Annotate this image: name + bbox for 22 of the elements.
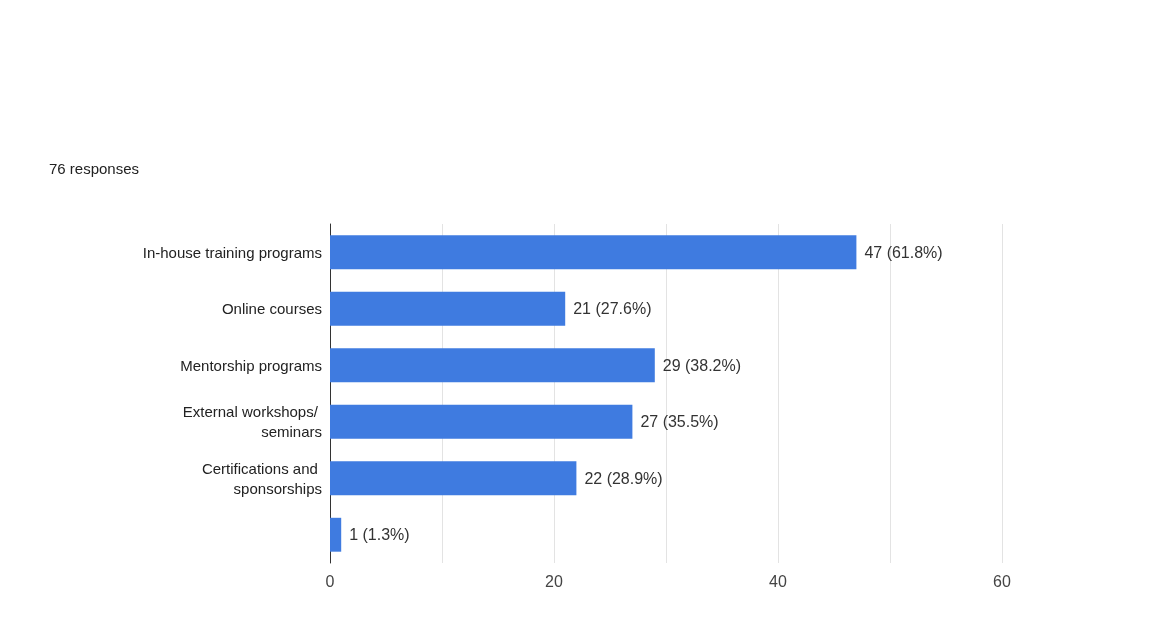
- data-label: 21 (27.6%): [573, 300, 652, 318]
- y-tick-label: Mentorship programs: [180, 356, 322, 374]
- x-tick-label: 20: [545, 572, 563, 590]
- bar: [330, 235, 857, 270]
- bar: [330, 517, 342, 552]
- bar: [330, 461, 577, 496]
- y-tick-label: In-house training programs: [142, 243, 322, 261]
- x-tick-label: 60: [993, 572, 1011, 590]
- bar: [330, 348, 655, 383]
- data-label: 22 (28.9%): [584, 469, 663, 487]
- data-label: 27 (35.5%): [640, 413, 719, 431]
- data-label: 29 (38.2%): [662, 356, 742, 374]
- data-label: 1 (1.3%): [349, 526, 410, 544]
- x-tick-label: 0: [325, 572, 335, 590]
- text: 76 responses: [49, 160, 140, 177]
- x-tick-label: 40: [769, 572, 787, 590]
- bar: [330, 404, 633, 439]
- bar: [330, 291, 566, 326]
- y-tick-label: External workshops/ seminars: [182, 403, 322, 441]
- y-tick-label: Certifications and sponsorships: [201, 459, 322, 497]
- y-tick-label: Online courses: [221, 300, 322, 318]
- data-label: 47 (61.8%): [864, 243, 943, 261]
